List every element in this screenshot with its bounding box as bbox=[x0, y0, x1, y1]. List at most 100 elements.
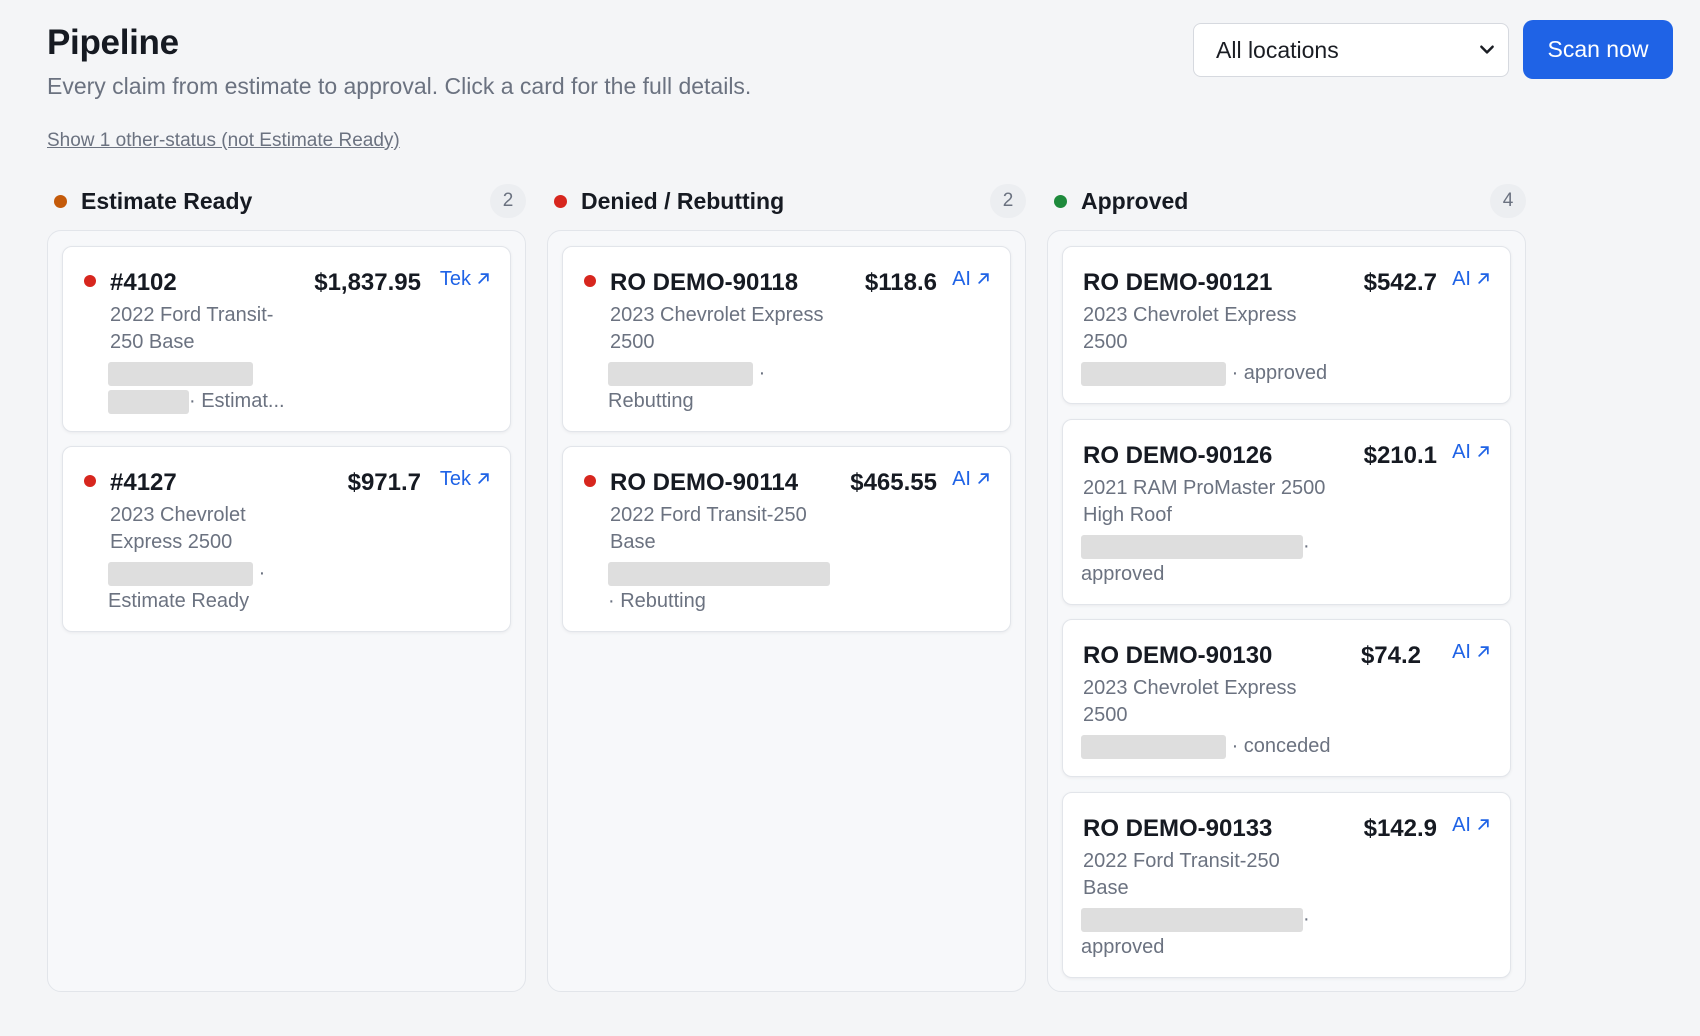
status-dot-icon bbox=[84, 475, 96, 487]
vehicle-line: 2023 Chevrolet Express bbox=[1083, 677, 1297, 699]
status-dot-icon bbox=[84, 275, 96, 287]
location-select[interactable]: All locations bbox=[1193, 23, 1509, 77]
column-header-approved: Approved 4 bbox=[1047, 184, 1526, 218]
claim-card[interactable]: RO DEMO-90133 $142.9 AI 2022 Ford Transi… bbox=[1062, 792, 1511, 978]
vehicle-info: 2022 Ford Transit-250 Base bbox=[1083, 848, 1333, 902]
customer-meta: · approved bbox=[1081, 359, 1327, 387]
source-link[interactable]: AI bbox=[1452, 641, 1490, 664]
column-approved: RO DEMO-90121 $542.7 AI 2023 Chevrolet E… bbox=[1047, 230, 1526, 992]
status-dot-icon bbox=[554, 194, 567, 208]
redacted-field bbox=[608, 561, 830, 586]
customer-meta: · approved bbox=[1081, 905, 1310, 961]
page-header: Pipeline Every claim from estimate to ap… bbox=[47, 22, 751, 101]
customer-meta: · approved bbox=[1081, 532, 1310, 588]
source-link[interactable]: AI bbox=[1452, 441, 1490, 464]
customer-meta: · conceded bbox=[1081, 732, 1331, 760]
ro-number: RO DEMO-90114 bbox=[610, 469, 799, 496]
redacted-field bbox=[108, 361, 253, 386]
vehicle-line: 2500 bbox=[1083, 331, 1128, 353]
column-count-badge: 4 bbox=[1490, 184, 1526, 218]
separator: · bbox=[258, 562, 266, 584]
location-select-value: All locations bbox=[1216, 36, 1339, 63]
vehicle-line: 2022 Ford Transit-250 bbox=[1083, 850, 1280, 872]
source-link[interactable]: AI bbox=[1452, 814, 1490, 837]
status-text: Rebutting bbox=[608, 390, 694, 412]
external-link-icon bbox=[477, 268, 490, 291]
vehicle-line: High Roof bbox=[1083, 504, 1172, 526]
vehicle-line: 2022 Ford Transit-250 bbox=[610, 504, 807, 526]
claim-card[interactable]: #4102 $1,837.95 Tek 2022 Ford Transit- 2… bbox=[62, 246, 511, 432]
source-link[interactable]: Tek bbox=[440, 468, 490, 491]
source-label: AI bbox=[952, 468, 971, 490]
vehicle-line: 2021 RAM ProMaster 2500 bbox=[1083, 477, 1326, 499]
separator: · bbox=[1303, 908, 1310, 930]
source-label: AI bbox=[1452, 441, 1471, 463]
vehicle-line: 2022 Ford Transit- bbox=[110, 304, 274, 326]
column-count-badge: 2 bbox=[490, 184, 526, 218]
source-link[interactable]: Tek bbox=[440, 268, 490, 291]
claim-card[interactable]: RO DEMO-90126 $210.1 AI 2021 RAM ProMast… bbox=[1062, 419, 1511, 605]
redacted-field bbox=[1081, 361, 1226, 386]
page-title: Pipeline bbox=[47, 23, 179, 62]
source-label: AI bbox=[1452, 814, 1471, 836]
ro-number: RO DEMO-90133 bbox=[1083, 815, 1273, 842]
claim-card[interactable]: #4127 $971.7 Tek 2023 Chevrolet Express … bbox=[62, 446, 511, 632]
claim-card[interactable]: RO DEMO-90130 $74.2 AI 2023 Chevrolet Ex… bbox=[1062, 619, 1511, 777]
external-link-icon bbox=[1477, 268, 1490, 291]
external-link-icon bbox=[1477, 441, 1490, 464]
redacted-field bbox=[108, 389, 189, 414]
separator: · bbox=[758, 362, 766, 384]
claim-amount: $1,837.95 bbox=[314, 269, 421, 296]
ro-number: RO DEMO-90121 bbox=[1083, 269, 1273, 296]
status-dot-icon bbox=[584, 475, 596, 487]
vehicle-info: 2023 Chevrolet Express 2500 bbox=[1083, 302, 1333, 356]
source-label: Tek bbox=[439, 268, 471, 290]
column-header-denied-rebutting: Denied / Rebutting 2 bbox=[547, 184, 1026, 218]
vehicle-info: 2022 Ford Transit-250 Base bbox=[610, 502, 860, 556]
status-text: · approved bbox=[1231, 362, 1328, 384]
status-dot-icon bbox=[54, 194, 67, 208]
ro-number: RO DEMO-90126 bbox=[1083, 442, 1273, 469]
redacted-field bbox=[608, 361, 753, 386]
vehicle-line: 2023 Chevrolet bbox=[110, 504, 246, 526]
ro-number: RO DEMO-90118 bbox=[610, 269, 799, 296]
column-header-estimate-ready: Estimate Ready 2 bbox=[47, 184, 526, 218]
claim-card[interactable]: RO DEMO-90118 $118.6 AI 2023 Chevrolet E… bbox=[562, 246, 1011, 432]
claim-amount: $118.6 bbox=[864, 269, 937, 296]
column-title: Approved bbox=[1081, 187, 1189, 214]
column-count-badge: 2 bbox=[990, 184, 1026, 218]
source-link[interactable]: AI bbox=[952, 468, 990, 491]
vehicle-info: 2023 Chevrolet Express 2500 bbox=[610, 302, 860, 356]
source-label: Tek bbox=[439, 468, 471, 490]
customer-meta: · Rebutting bbox=[608, 559, 830, 615]
vehicle-line: 2500 bbox=[1083, 704, 1128, 726]
source-link[interactable]: AI bbox=[952, 268, 990, 291]
redacted-field bbox=[1081, 907, 1303, 932]
redacted-field bbox=[1081, 534, 1303, 559]
claim-amount: $74.2 bbox=[1360, 642, 1421, 669]
vehicle-line: 2023 Chevrolet Express bbox=[1083, 304, 1297, 326]
column-denied-rebutting: RO DEMO-90118 $118.6 AI 2023 Chevrolet E… bbox=[547, 230, 1026, 992]
separator: · bbox=[1303, 535, 1310, 557]
show-other-status-link[interactable]: Show 1 other-status (not Estimate Ready) bbox=[47, 130, 400, 151]
ro-number: RO DEMO-90130 bbox=[1083, 642, 1273, 669]
page-subtitle: Every claim from estimate to approval. C… bbox=[47, 73, 752, 99]
vehicle-info: 2022 Ford Transit- 250 Base bbox=[110, 302, 300, 356]
external-link-icon bbox=[1477, 814, 1490, 837]
claim-amount: $971.7 bbox=[347, 469, 421, 496]
source-label: AI bbox=[1452, 268, 1471, 290]
external-link-icon bbox=[977, 268, 990, 291]
source-label: AI bbox=[952, 268, 971, 290]
claim-card[interactable]: RO DEMO-90121 $542.7 AI 2023 Chevrolet E… bbox=[1062, 246, 1511, 404]
scan-now-button[interactable]: Scan now bbox=[1523, 20, 1673, 79]
claim-amount: $142.9 bbox=[1363, 815, 1437, 842]
claim-card[interactable]: RO DEMO-90114 $465.55 AI 2022 Ford Trans… bbox=[562, 446, 1011, 632]
status-text: · Rebutting bbox=[608, 590, 706, 612]
vehicle-line: Express 2500 bbox=[110, 531, 233, 553]
vehicle-line: Base bbox=[610, 531, 656, 553]
status-dot-icon bbox=[1054, 194, 1067, 208]
ro-number: #4127 bbox=[110, 469, 177, 496]
source-link[interactable]: AI bbox=[1452, 268, 1490, 291]
vehicle-line: Base bbox=[1083, 877, 1129, 899]
status-text: approved bbox=[1081, 563, 1165, 585]
